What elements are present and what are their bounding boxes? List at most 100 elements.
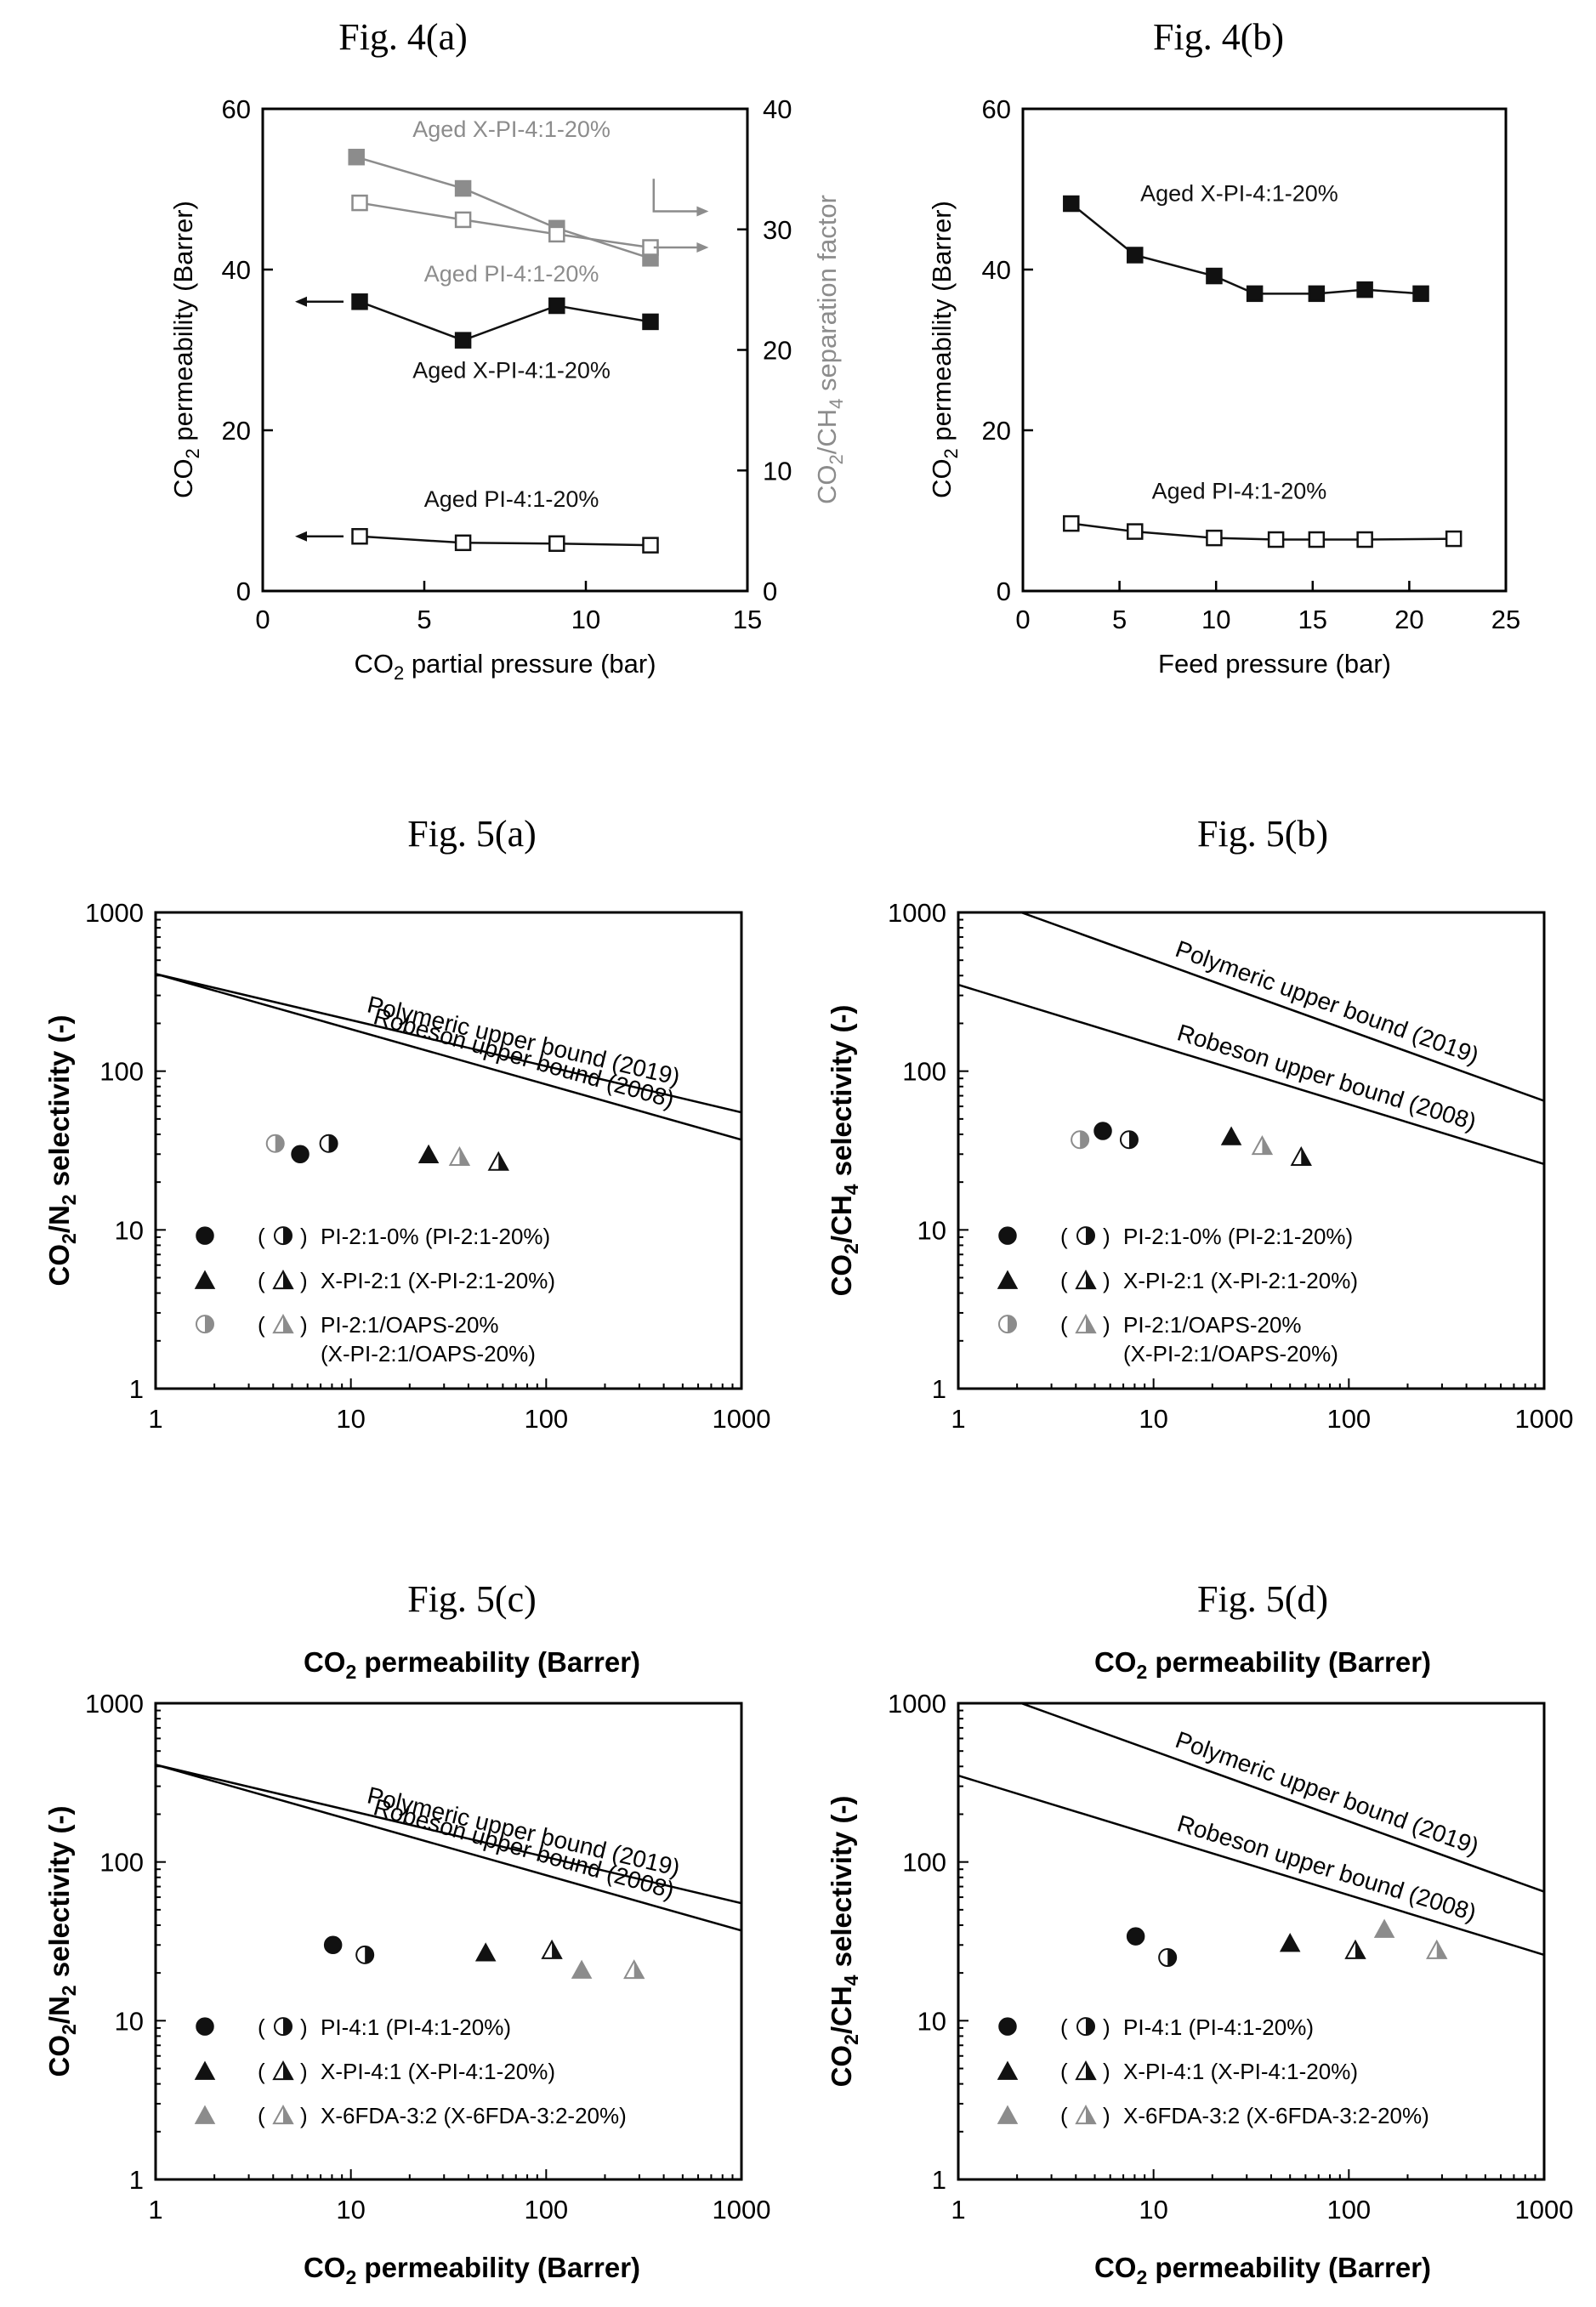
data-point [1063,514,1080,532]
data-point [454,534,472,552]
x-tick-label: 100 [1326,2195,1371,2225]
legend-paren-open: ( [1060,1312,1068,1338]
y-tick-label: 1 [129,2165,144,2195]
y-tick-label: 40 [982,255,1011,285]
top-permeability-label: CO2 permeability (Barrer) [304,1646,640,1683]
point-x-6fda-3-2 [1373,1918,1395,1938]
data-point [1267,531,1285,548]
legend-marker-full [196,1315,214,1334]
x-tick-label: 5 [1112,605,1127,634]
x-tick-label: 0 [255,605,270,634]
point-x-pi-2-1-20 [487,1151,509,1171]
bound-line-robeson-upper-bound-2008 [156,973,741,1141]
legend-label-line2: (X-PI-2:1/OAPS-20%) [1123,1341,1338,1367]
upper-bounds [958,912,1544,1166]
legend-paren-open: ( [258,2059,265,2084]
legend-paren-close: ) [1103,2014,1110,2040]
point-x-pi-2-1-oaps-20 [1251,1135,1274,1156]
x-tick-label: 10 [1201,605,1230,634]
triangle-half-fill [1355,1940,1366,1958]
y-tick-label: 10 [917,2006,946,2036]
point-x-pi-4-1 [1279,1933,1301,1952]
circle-half-fill [1086,2018,1095,2036]
triangle-half-fill [283,2106,293,2124]
data-point [548,225,565,243]
legend-entry: () X-PI-2:1 (X-PI-2:1-20%) [997,1268,1358,1293]
point-x-pi-2-1-20 [1290,1145,1312,1167]
legend-paren-close: ) [1103,1224,1110,1249]
circle-half-fill [1128,1131,1138,1149]
top-permeability-label: CO2 permeability (Barrer) [1094,1646,1431,1683]
triangle-half-fill [1086,1315,1095,1333]
legend-paren-open: ( [258,1224,265,1249]
triangle-half-fill [498,1152,508,1170]
triangle-half-fill [1301,1148,1311,1166]
arrow-head [696,242,709,253]
point-pi-2-1-0 [1093,1122,1112,1140]
arrow-left-axis-pi [295,531,344,542]
plot-frame [261,107,749,593]
x-tick-label: 1 [951,2195,965,2225]
y-tick-label: 10 [115,1215,144,1245]
legend-paren-close: ) [1103,1312,1110,1338]
data-point [1308,531,1326,548]
legend-label: PI-2:1/OAPS-20% [321,1312,499,1338]
legend-marker-half [272,2060,294,2081]
triangle-half-fill [633,1961,644,1979]
legend-entry: () X-PI-2:1 (X-PI-2:1-20%) [194,1268,555,1293]
triangle-half-fill [1086,2106,1095,2124]
x-tick-label: 1 [951,1404,965,1434]
y-tick-label: 100 [902,1057,946,1087]
y-tick-label: 1000 [888,1689,946,1719]
series-line [359,300,651,342]
y-axis-label: CO2/CH4 selectivity (-) [826,1796,862,2088]
y-tick-label: 100 [902,1848,946,1878]
data-point [1063,195,1080,213]
series-aged-pi-4-1-20-right: Aged PI-4:1-20% [351,194,659,287]
triangle-half-fill [459,1148,469,1166]
point-x-6fda-3-2-20 [1426,1939,1448,1959]
series-label: Aged X-PI-4:1-20% [1140,181,1338,207]
fig-5c: Fig. 5(c) CO2 permeability (Barrer) 1 10 1… [43,1578,770,2288]
series-label: Aged X-PI-4:1-20% [412,358,611,384]
legend-label: X-PI-4:1 (X-PI-4:1-20%) [1123,2059,1358,2084]
y-tick-label: 1 [932,2165,946,2195]
x-tick-label: 15 [1298,605,1327,634]
triangle-half-fill [1086,1271,1095,1289]
triangle-half-fill [1436,1940,1446,1958]
y-tick-label: 20 [222,416,251,446]
x-tick-label: 10 [571,605,600,634]
circle-half-fill [1167,1949,1177,1967]
y-tick-label: 100 [99,1848,144,1878]
x-axis-label: CO2 partial pressure (bar) [354,649,656,684]
legend-paren-open: ( [258,2014,265,2040]
plot-frame [957,911,1546,1390]
x-axis-label: CO2 permeability (Barrer) [304,2252,640,2288]
legend-marker-half [274,2017,293,2037]
plot-frame [154,911,743,1390]
data-point [1445,530,1463,548]
series-aged-x-pi-4-1-20-left: Aged X-PI-4:1-20% [351,293,659,384]
upper-bounds [958,1703,1544,1957]
triangle-half-fill [1262,1137,1272,1155]
fig-5b: Fig. 5(b) 1 10 100 10001101001000Polymeric … [826,813,1573,1434]
legend-entry: () X-6FDA-3:2 (X-6FDA-3:2-20%) [997,2103,1429,2128]
legend-entry: () X-PI-4:1 (X-PI-4:1-20%) [194,2059,555,2084]
data-point [1356,281,1373,298]
legend-label: X-PI-2:1 (X-PI-2:1-20%) [321,1268,555,1293]
series-line [1071,202,1422,295]
data-point [348,148,365,166]
circle-half-fill [328,1134,338,1152]
series-label: Aged PI-4:1-20% [1152,478,1327,503]
circle-half-fill [1008,1315,1016,1333]
bound-line-robeson-upper-bound-2008 [958,983,1544,1166]
x-tick-label: 1 [148,2195,162,2225]
chart-marks: 0 5 10 15 20 25 0 20 40 60 Aged X-PI-4:1-20% Aged P… [982,94,1521,634]
legend-marker-half [272,2105,294,2125]
y2-tick-label: 40 [763,94,792,124]
x-tick-label: 15 [733,605,762,634]
bound-line-robeson-upper-bound-2008 [156,1764,741,1932]
triangle-half-fill [1086,2062,1095,2080]
